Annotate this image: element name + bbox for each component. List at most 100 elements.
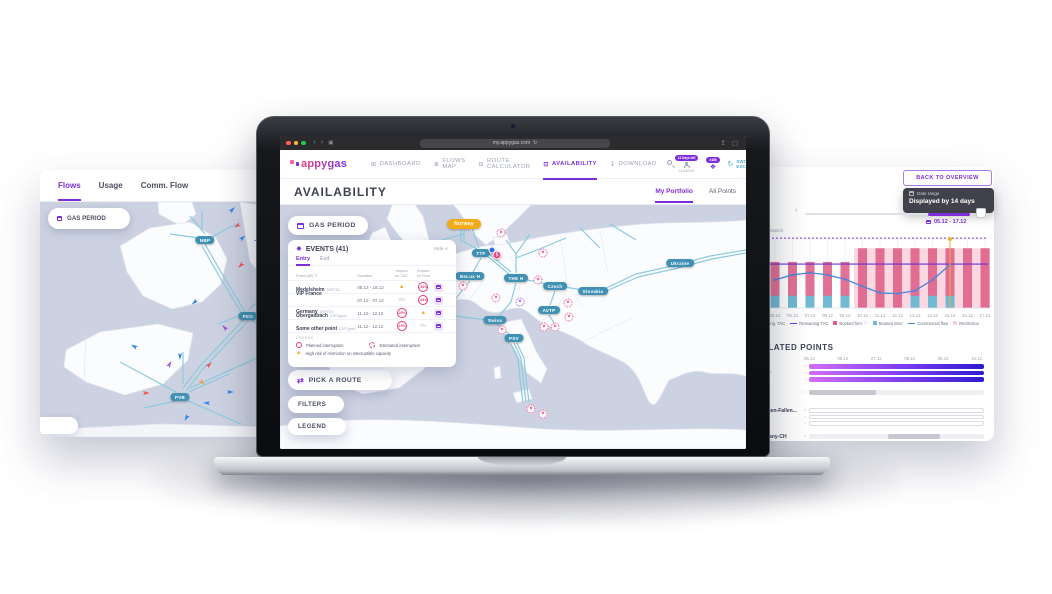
drag-handle-icon[interactable]: = (804, 420, 807, 426)
event-cluster-badge[interactable]: 5 (492, 250, 502, 260)
date-slider-track[interactable] (805, 213, 973, 215)
tabs-icon[interactable]: ▢ (731, 140, 738, 147)
interruption-icon[interactable]: * (526, 404, 536, 414)
hub-pill-peg[interactable]: PEG (238, 312, 258, 320)
event-row[interactable]: Obergailbach (GRTgaz) 11.12 - 12.12 -29% ▲ (288, 306, 456, 319)
interruption-icon[interactable]: * (550, 322, 560, 332)
hub-pill-psv[interactable]: PSV (504, 334, 524, 342)
tab-usage[interactable]: Usage (98, 181, 123, 190)
nav-flows-map[interactable]: ⊕ FLOWS MAP (434, 158, 466, 170)
nav-download[interactable]: ↧ DOWNLOAD (610, 158, 657, 170)
route-icon: ⇄ (297, 375, 304, 385)
interruption-icon[interactable]: * (539, 322, 549, 332)
interruption-icon[interactable]: * (538, 248, 548, 258)
hub-pill-avtp[interactable]: AVTP (538, 306, 560, 314)
add-to-calendar-button[interactable] (434, 321, 444, 331)
info-icon[interactable]: ⓘ (863, 320, 868, 325)
slider-prev-icon[interactable]: ‹ (795, 207, 798, 214)
drag-handle-icon[interactable]: = (804, 407, 807, 413)
event-row[interactable]: Some other point (GRTgaz) 11.12 - 12.12 -19… (288, 319, 456, 332)
impact-cell: -29% (391, 308, 413, 318)
events-tab-exit[interactable]: Exit (320, 256, 330, 262)
legend-item[interactable]: Booked firm ⓘ (833, 320, 868, 326)
gas-period-button[interactable]: GAS PERIOD (288, 216, 368, 235)
svg-text:07.12: 07.12 (805, 313, 816, 318)
legend-button[interactable]: LEGEND (288, 418, 346, 435)
legend-item[interactable]: Booked inter. (872, 321, 903, 326)
interruption-icon[interactable]: * (497, 325, 507, 335)
availability-map[interactable]: Norway TTF BeLux H THE H Czech Slovakia AVTP Sw… (280, 178, 746, 449)
interruption-icon[interactable]: * (533, 275, 543, 285)
related-point-row[interactable]: bachys TENP=== (756, 364, 984, 384)
drag-handle-icon[interactable]: = (804, 389, 807, 395)
legend-item[interactable]: Commercial flow (908, 321, 948, 326)
svg-text:12.12: 12.12 (892, 313, 903, 318)
events-tab-entry[interactable]: Entry (296, 256, 311, 266)
tab-all-points[interactable]: All Points (708, 188, 736, 195)
selected-date-range[interactable]: 05.12 - 17.12 (926, 219, 966, 225)
filters-button[interactable]: FILTERS (288, 396, 344, 413)
event-row[interactable]: Medelsheim (GRTD) 05.12 - 18.12 ▲ -54% (288, 280, 456, 293)
url-bar[interactable]: my.appygas.com ↻ (420, 138, 610, 148)
hub-pill-pvb[interactable]: PVB (170, 393, 190, 401)
tab-flows[interactable]: Flows (58, 181, 81, 201)
interruption-icon[interactable]: * (538, 409, 548, 419)
add-to-calendar-button[interactable] (434, 282, 444, 292)
switch-to-exclusive-button[interactable]: ↻ SWITCH TOEXCLUSIVE (727, 159, 746, 169)
back-to-overview-button[interactable]: BACK TO OVERVIEW (903, 170, 992, 186)
credits-block[interactable]: #485 ❖ (706, 157, 720, 171)
hub-pill-belux-h[interactable]: BeLux H (455, 272, 485, 280)
hub-pill-nbp[interactable]: NBP (195, 236, 215, 244)
add-to-calendar-button[interactable] (434, 295, 444, 305)
interruption-icon[interactable]: * (491, 293, 501, 303)
chart-switch-label[interactable]: Switch (770, 228, 784, 233)
drag-handle-icon[interactable]: = (804, 434, 806, 438)
interruption-icon[interactable]: * (563, 298, 573, 308)
events-hide-button[interactable]: Hide ∧ (434, 246, 448, 251)
add-to-calendar-button[interactable] (434, 308, 444, 318)
date-slider-handle[interactable] (976, 208, 986, 218)
event-row[interactable]: VIP France Germany (GRTD) 07.12 - 07.12 0% -… (288, 291, 456, 315)
share-icon[interactable]: ↥ (720, 140, 726, 147)
hub-pill-slovakia[interactable]: Slovakia (578, 287, 608, 295)
pick-a-route-button[interactable]: ⇄ PICK A ROUTE (288, 370, 392, 390)
hub-pill-the-h[interactable]: THE H (504, 274, 528, 282)
close-window-icon[interactable] (286, 140, 291, 146)
browser-sidebar-icon[interactable]: ▣ (328, 140, 334, 146)
interruption-icon[interactable]: * (564, 312, 574, 322)
browser-back-icon[interactable]: ‹ (313, 139, 316, 146)
calendar-icon (909, 191, 914, 196)
drag-handle-icon[interactable]: = (804, 363, 807, 369)
date-slider-selection[interactable] (928, 212, 970, 216)
drag-handle-icon[interactable]: = (804, 376, 807, 382)
hub-pill-ukraine[interactable]: Ukraine (666, 259, 694, 267)
nav-availability[interactable]: ⊡ AVAILABILITY (543, 158, 597, 180)
hub-pill-ttf[interactable]: TTF (471, 249, 491, 257)
gas-period-button-left[interactable]: GAS PERIOD (48, 208, 130, 229)
hub-pill-norway[interactable]: Norway (447, 219, 481, 229)
browser-forward-icon[interactable]: › (320, 139, 324, 146)
interruption-icon[interactable]: * (496, 228, 506, 238)
tab-my-portfolio[interactable]: My Portfolio (655, 188, 693, 203)
impact-cell: ▲ (412, 310, 434, 316)
interruption-icon-estimated[interactable]: * (515, 297, 525, 307)
legend-item[interactable]: Remaining TAC (790, 321, 828, 326)
legend-item[interactable]: Restriction (953, 321, 979, 326)
user-block[interactable]: 14 Days left CLASSIC (674, 155, 699, 173)
hub-pill-swiss[interactable]: Swiss (483, 316, 507, 324)
filter-icon[interactable]: ▽ (314, 273, 318, 278)
minimize-window-icon[interactable] (293, 140, 298, 146)
reload-icon[interactable]: ↻ (533, 140, 538, 146)
interruption-icon[interactable]: * (458, 281, 468, 291)
drag-handle-icon[interactable]: = (804, 413, 807, 419)
related-point-row[interactable]: hayngen-Fallen...eters=== (756, 408, 984, 428)
collapsed-panel-button[interactable] (40, 417, 78, 434)
nav-route-calculator[interactable]: ⊟ ROUTE CALCULATOR (478, 158, 530, 170)
hub-pill-czech[interactable]: Czech (543, 282, 567, 290)
nav-dashboard[interactable]: ⊞ DASHBOARD (371, 158, 421, 170)
zoom-window-icon[interactable] (301, 140, 306, 146)
appygas-logo[interactable]: appygas (290, 158, 347, 170)
tab-comm-flow[interactable]: Comm. Flow (140, 181, 189, 190)
related-point-row[interactable]: sseleters= (756, 390, 984, 402)
drag-handle-icon[interactable]: = (804, 369, 807, 375)
